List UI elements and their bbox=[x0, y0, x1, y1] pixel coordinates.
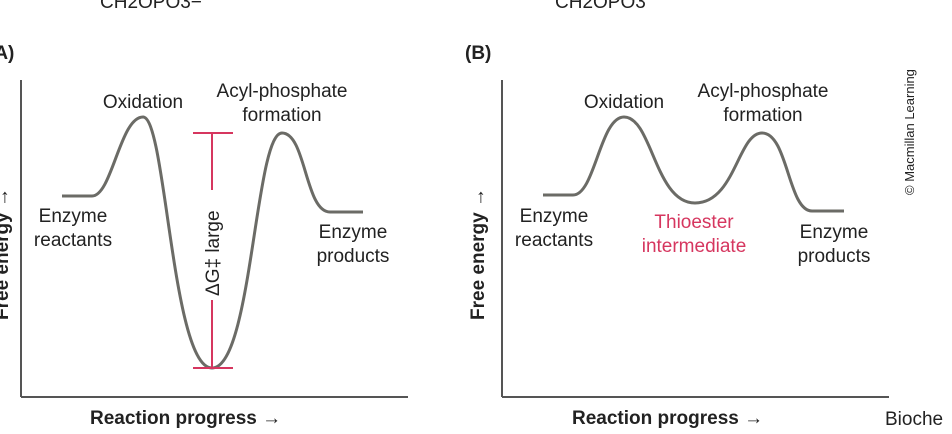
panel-a-y-axis-label: Free energy → bbox=[0, 188, 13, 320]
panel-b-x-axis-label: Reaction progress → bbox=[572, 408, 763, 429]
panel-b-energy-curve bbox=[543, 115, 844, 213]
panel-a-barrier-label: ΔG‡ large bbox=[203, 210, 224, 296]
footer-fragment: Bioche bbox=[885, 409, 943, 430]
panel-a-peak2-line2: formation bbox=[242, 105, 321, 126]
panel-b-start-line1: Enzyme bbox=[520, 206, 589, 227]
panel-b: (B) Free energy → Oxidation Acyl-phospha… bbox=[465, 43, 889, 429]
panel-a-start-line2: reactants bbox=[34, 230, 112, 251]
panel-b-end-line1: Enzyme bbox=[800, 222, 869, 243]
panel-b-peak2-line1: Acyl-phosphate bbox=[698, 81, 829, 102]
panel-b-intermediate-line2: intermediate bbox=[642, 236, 747, 257]
panel-b-intermediate-line1: Thioester bbox=[654, 212, 734, 233]
panel-a-peak2-line1: Acyl-phosphate bbox=[217, 81, 348, 102]
panel-a-end-line2: products bbox=[317, 246, 390, 267]
copyright-notice: © Macmillan Learning bbox=[902, 69, 917, 195]
panel-b-end-line2: products bbox=[798, 246, 871, 267]
panel-b-y-axis-label: Free energy → bbox=[468, 188, 489, 320]
panel-b-start-line2: reactants bbox=[515, 230, 593, 251]
panel-a-peak1-label: Oxidation bbox=[103, 92, 183, 113]
top-formula-left: CH2OPO3− bbox=[100, 0, 202, 13]
panel-a-start-line1: Enzyme bbox=[39, 206, 108, 227]
panel-b-peak2-line2: formation bbox=[723, 105, 802, 126]
panel-a-end-line1: Enzyme bbox=[319, 222, 388, 243]
top-formula-right: CH2OPO3 bbox=[555, 0, 646, 13]
panel-a-x-axis-label: Reaction progress → bbox=[90, 408, 281, 429]
panel-a-label: (A) bbox=[0, 43, 14, 64]
panel-a: (A) Free energy → ΔG‡ large Oxidation Ac… bbox=[0, 43, 408, 429]
panel-b-peak1-label: Oxidation bbox=[584, 92, 664, 113]
panel-b-label: (B) bbox=[465, 43, 491, 64]
panel-a-barrier-bar bbox=[193, 132, 233, 369]
